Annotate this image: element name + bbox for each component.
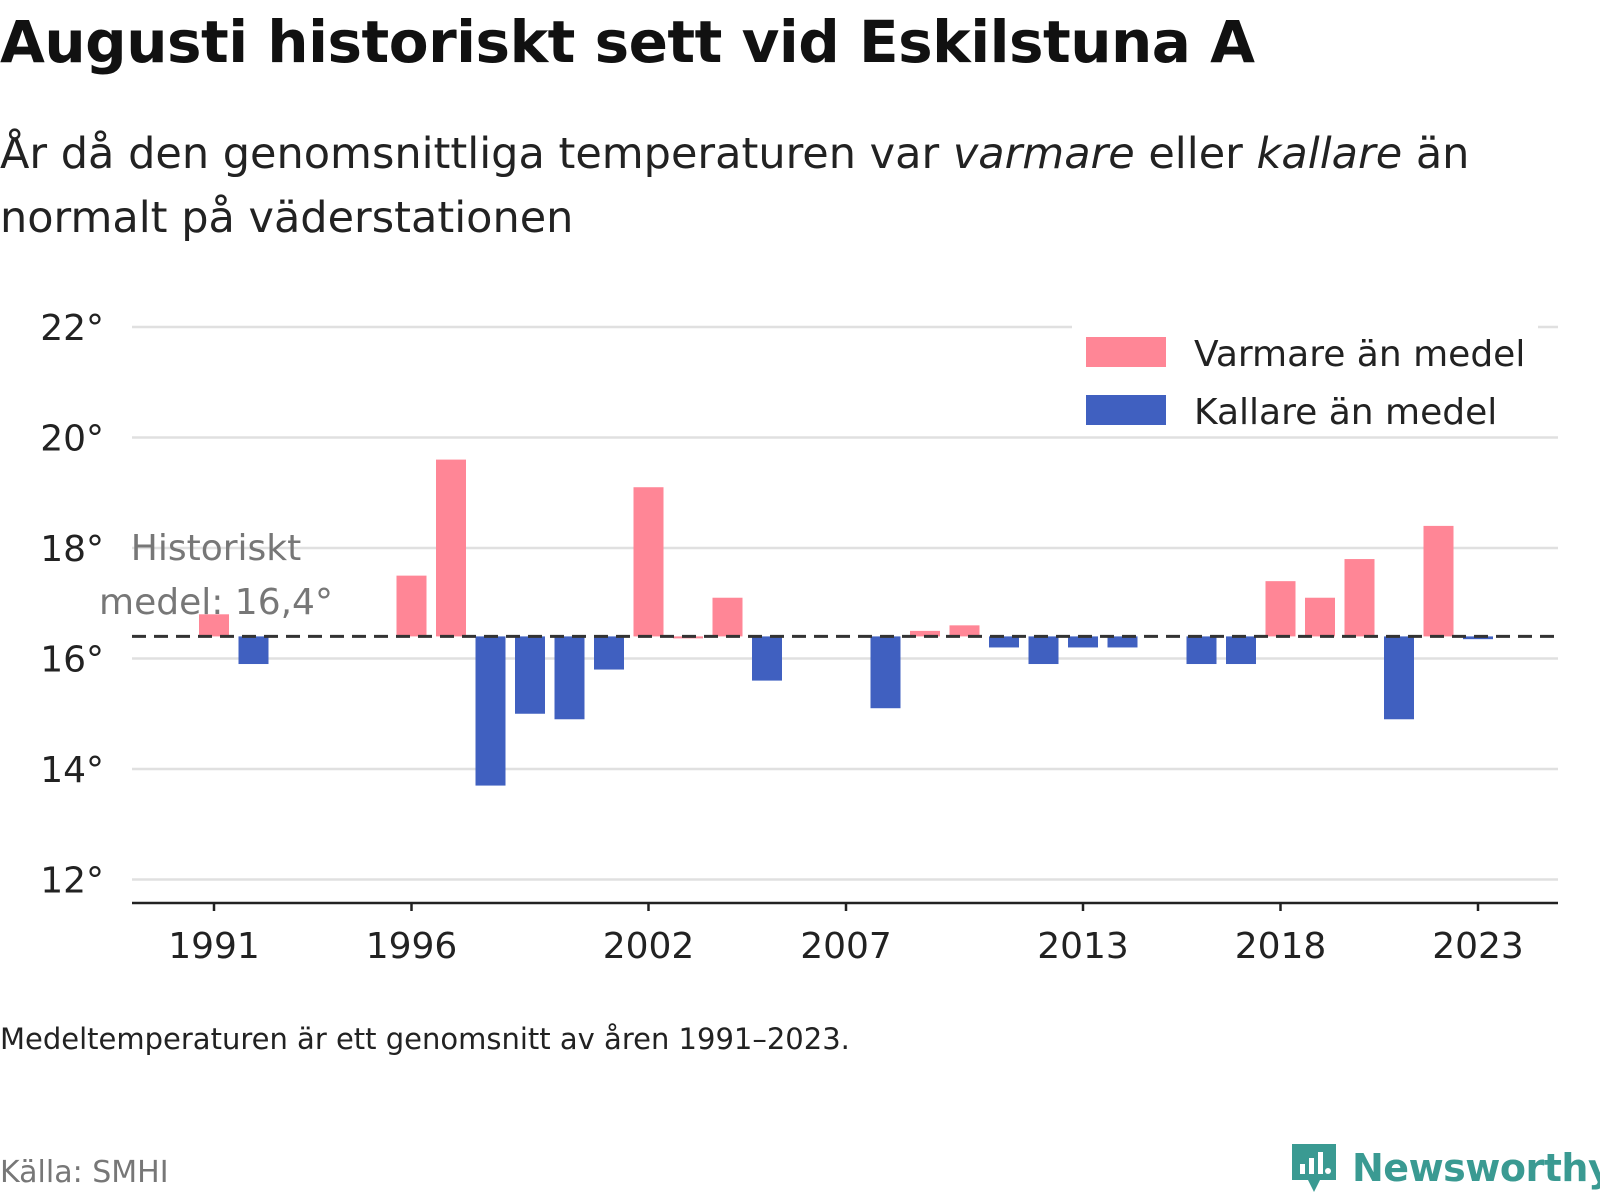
y-axis-tick-labels: 12° 14° 16° 18° 20° 22°: [40, 308, 104, 902]
bar-2000: [554, 636, 585, 720]
bar-1999: [515, 636, 545, 714]
y-tick-label: 16°: [40, 640, 104, 681]
bar-2008: [870, 636, 901, 709]
bar-2012: [1028, 636, 1059, 665]
newsworthy-logo: Newsworthy: [1288, 1140, 1600, 1196]
bar-2018: [1265, 581, 1296, 637]
x-axis: 1991 1996 2002 2007 2013 2018 2023: [132, 901, 1558, 967]
x-tick-label: 2023: [1432, 926, 1524, 967]
baseline-label-line: Historiskt: [131, 528, 302, 569]
bar-1998: [475, 636, 506, 786]
x-tick-label: 2013: [1037, 926, 1129, 967]
temperature-bar-chart: 12° 14° 16° 18° 20° 22° Historiskt medel: 16,4…: [40, 308, 1558, 967]
bar-2014: [1107, 636, 1138, 648]
x-tick-label: 2007: [800, 926, 892, 967]
baseline-label-line: medel: 16,4°: [99, 582, 333, 623]
chart-title: Augusti historiskt sett vid Eskilstuna A: [0, 8, 1255, 76]
subtitle-part-2: eller: [1134, 129, 1257, 179]
baseline-group: Historiskt medel: 16,4°: [99, 528, 1558, 638]
y-tick-label: 14°: [40, 750, 104, 791]
bar-2020: [1344, 559, 1375, 637]
bar-2005: [752, 636, 782, 681]
legend: Varmare än medel Kallare än medel: [1072, 318, 1538, 434]
bar-2013: [1068, 636, 1098, 648]
bar-2016: [1186, 636, 1217, 665]
bar-1992: [238, 636, 269, 665]
legend-swatch: [1086, 337, 1166, 367]
bar-2002: [633, 487, 664, 637]
bar-2017: [1226, 636, 1256, 665]
y-tick-label: 20°: [40, 419, 104, 460]
legend-label: Varmare än medel: [1194, 334, 1525, 375]
bar-2009: [910, 630, 940, 637]
y-tick-label: 22°: [40, 308, 104, 349]
y-tick-label: 12°: [40, 861, 104, 902]
bar-2019: [1305, 597, 1335, 637]
bar-2021: [1384, 636, 1414, 720]
bar-2011: [989, 636, 1019, 648]
subtitle-cold-word: kallare: [1256, 129, 1403, 179]
bar-2001: [594, 636, 624, 670]
bar-2004: [712, 597, 743, 637]
bar-2022: [1423, 525, 1454, 637]
footnote: Medeltemperaturen är ett genomsnitt av å…: [0, 1022, 850, 1056]
newsworthy-logo-icon: [1292, 1144, 1336, 1192]
x-tick-label: 1991: [168, 926, 260, 967]
y-tick-label: 18°: [40, 529, 104, 570]
x-tick-label: 2002: [603, 926, 695, 967]
bar-2010: [949, 625, 980, 637]
x-tick-label: 1996: [366, 926, 458, 967]
baseline-label: Historiskt medel: 16,4°: [99, 528, 333, 623]
bar-1991: [199, 614, 229, 637]
source-credit: Källa: SMHI: [0, 1155, 169, 1190]
subtitle-part-1: År då den genomsnittliga temperaturen va…: [0, 129, 953, 179]
bar-1996: [396, 575, 427, 637]
brand-name: Newsworthy: [1352, 1146, 1600, 1190]
legend-swatch: [1086, 395, 1166, 425]
legend-label: Kallare än medel: [1194, 392, 1497, 433]
bar-1997: [436, 459, 466, 637]
subtitle-part-3: än normalt på väderstationen: [0, 129, 1470, 243]
subtitle-warm-word: varmare: [952, 129, 1135, 179]
bars: [199, 459, 1493, 786]
chart-subtitle: År då den genomsnittliga temperaturen va…: [0, 122, 1560, 250]
x-tick-label: 2018: [1235, 926, 1327, 967]
